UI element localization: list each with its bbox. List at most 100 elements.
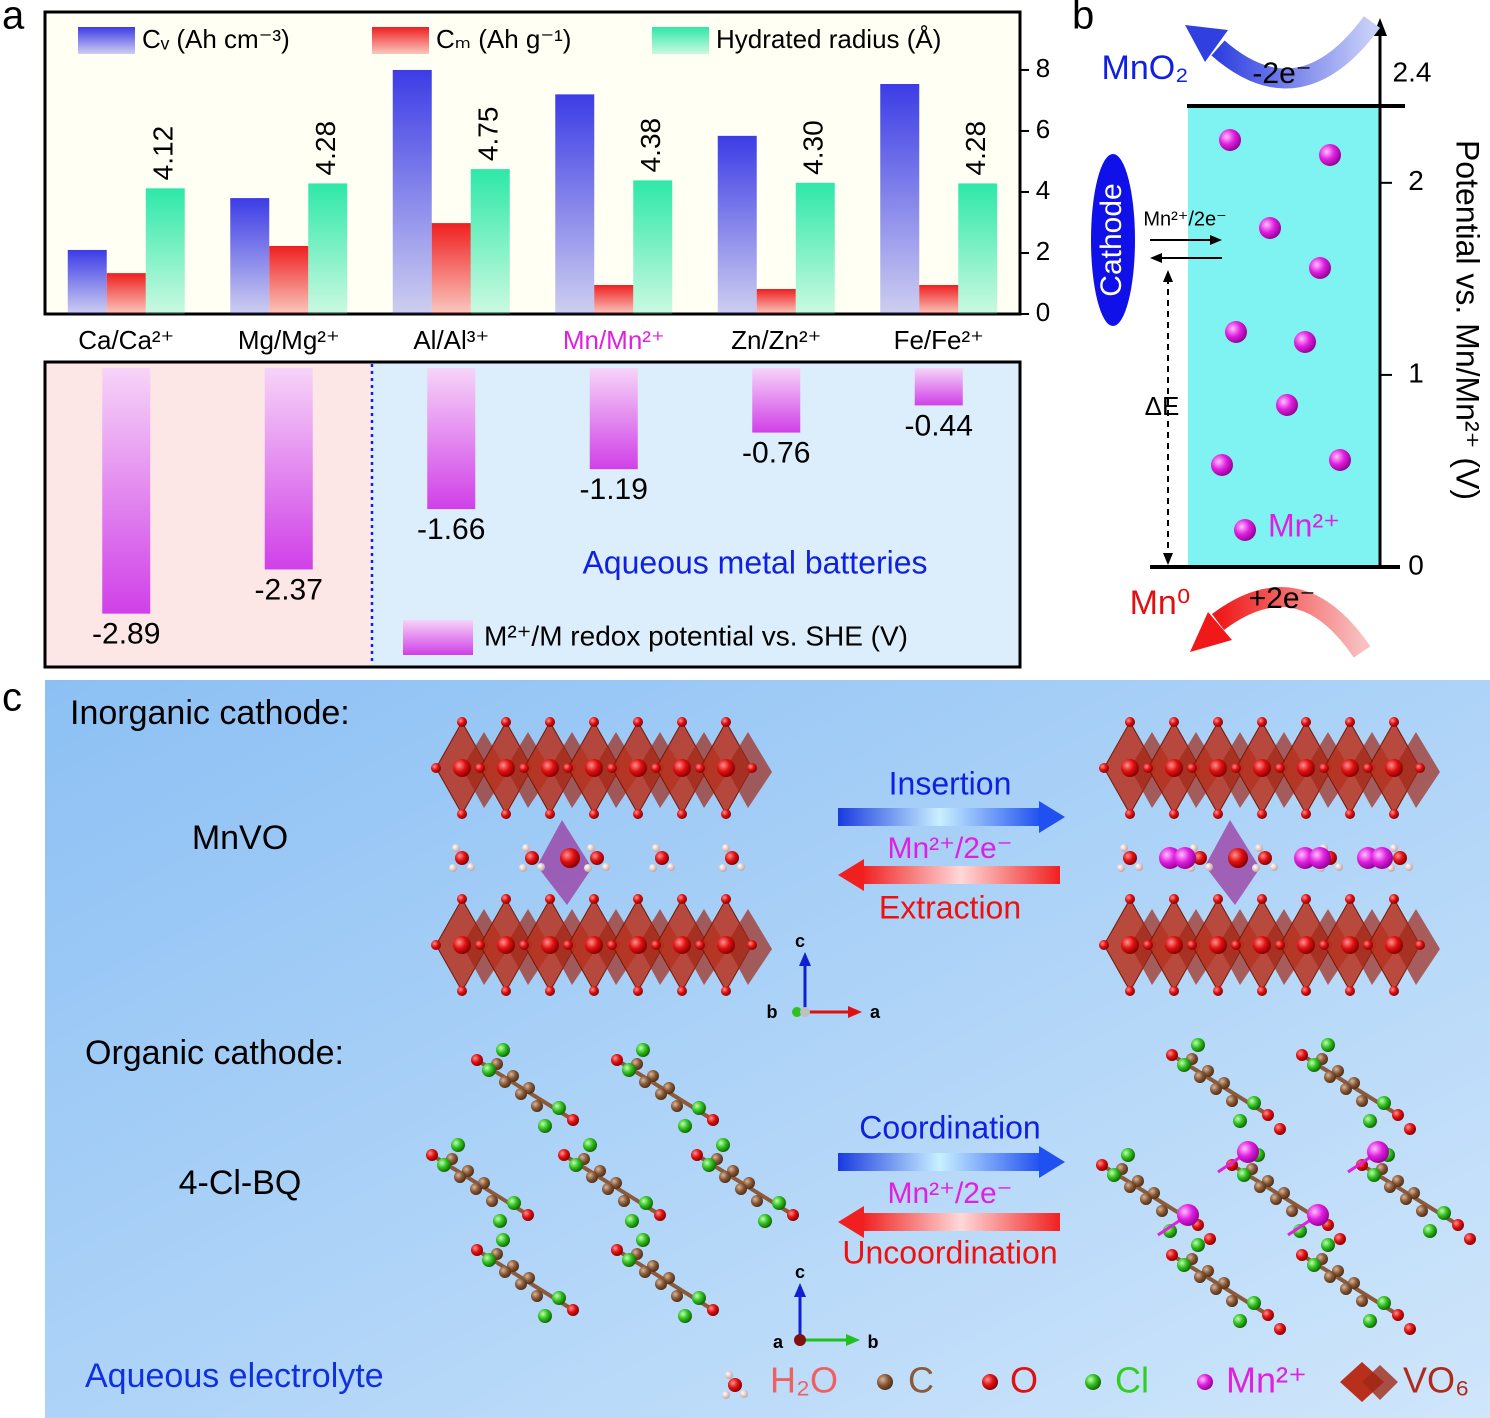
atom [1121, 936, 1139, 954]
atom [1262, 1309, 1274, 1321]
atom [655, 1278, 667, 1290]
bar [914, 368, 963, 406]
x-tick-label: Mn/Mn²⁺ [563, 325, 665, 355]
atom [453, 936, 471, 954]
ion-sphere [1329, 449, 1351, 471]
arrow-label: Insertion [889, 765, 1012, 801]
atom [563, 940, 573, 950]
atom [751, 1195, 763, 1207]
atom [622, 1253, 636, 1267]
atom [1197, 1374, 1213, 1390]
atom [1307, 1204, 1329, 1226]
atom [1452, 1219, 1464, 1231]
atom [654, 1209, 666, 1221]
atom [1191, 1238, 1205, 1252]
legend-swatch [372, 27, 429, 54]
atom [707, 1114, 719, 1126]
atom [519, 763, 529, 773]
atom [1166, 1249, 1178, 1261]
atom [1389, 986, 1399, 996]
atom [497, 936, 515, 954]
bar [919, 285, 959, 314]
panel-label: b [1072, 0, 1094, 38]
atom [758, 1214, 772, 1228]
atom [541, 936, 559, 954]
atom [1143, 940, 1153, 950]
atom [538, 1309, 552, 1323]
atom [1085, 1374, 1101, 1390]
atom [567, 1114, 579, 1126]
region-left [45, 362, 372, 667]
axis-label: c [795, 931, 805, 951]
arrow-head [1190, 612, 1232, 652]
material-name: MnVO [192, 819, 288, 857]
atom [721, 986, 731, 996]
atom [1270, 1193, 1282, 1205]
axis-label: c [795, 1262, 805, 1282]
atom [692, 1291, 706, 1305]
value-label: 4.38 [635, 118, 666, 173]
bar [633, 180, 673, 314]
atom [1213, 894, 1223, 904]
bar [795, 182, 835, 314]
atom [1233, 1114, 1247, 1128]
atom [633, 986, 643, 996]
atom [1121, 759, 1139, 777]
atom [493, 1214, 507, 1228]
atom [467, 863, 475, 871]
atom [1169, 894, 1179, 904]
x-tick-label: Zn/Zn²⁺ [731, 325, 821, 355]
atom [1124, 1181, 1136, 1193]
arrow-head [838, 859, 864, 891]
atom [560, 848, 580, 868]
atom [1464, 1233, 1476, 1245]
atom [633, 809, 643, 819]
atom [1237, 1141, 1259, 1163]
atom [1324, 1271, 1336, 1283]
atom [607, 763, 617, 773]
atom [1125, 717, 1135, 727]
x-tick-label: Al/Al³⁺ [413, 325, 489, 355]
atom [525, 851, 539, 865]
atom [431, 940, 441, 950]
value-label: -2.89 [92, 618, 160, 651]
atom [719, 1171, 731, 1183]
value-label: 4.75 [473, 107, 504, 162]
y-tick-label: 4 [1036, 175, 1050, 205]
atom [655, 1088, 667, 1100]
atom [455, 851, 469, 865]
atom [482, 1253, 496, 1267]
bar [470, 169, 510, 314]
bar [145, 188, 185, 314]
atom [651, 763, 661, 773]
bar [431, 223, 471, 314]
atom [519, 940, 529, 950]
axis-label: b [767, 1002, 778, 1022]
atom [1392, 1309, 1404, 1321]
atom [522, 1209, 534, 1221]
bar [102, 368, 151, 614]
atom [1377, 1296, 1391, 1310]
legend-label: Cᵥ (Ah cm⁻³) [142, 24, 290, 54]
atom [1187, 940, 1197, 950]
atom [471, 1244, 483, 1256]
atom [1389, 717, 1399, 727]
atom [1389, 894, 1399, 904]
arrow-head [846, 1334, 860, 1346]
atom [721, 894, 731, 904]
atom [1286, 1205, 1298, 1217]
atom [719, 864, 727, 872]
atom [1156, 1205, 1168, 1217]
atom [1415, 763, 1425, 773]
atom [728, 1378, 742, 1392]
y-tick-label: 8 [1036, 53, 1050, 83]
legend-swatch [403, 620, 473, 655]
atom [1400, 1193, 1412, 1205]
atom [1297, 936, 1315, 954]
atom [1262, 1109, 1274, 1121]
atom [602, 863, 610, 871]
atom [453, 759, 471, 777]
atom [457, 717, 467, 727]
bar [67, 249, 107, 314]
